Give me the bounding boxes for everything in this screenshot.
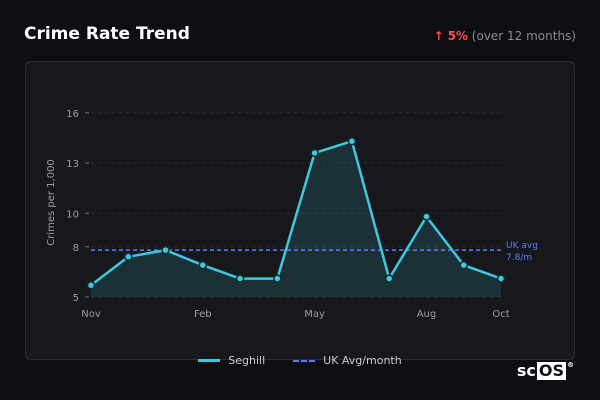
data-point bbox=[310, 148, 319, 158]
data-point bbox=[384, 274, 394, 283]
trend-percent: 5% bbox=[447, 29, 468, 43]
chart-title: Crime Rate Trend bbox=[24, 24, 190, 44]
y-tick-label: 8 bbox=[73, 243, 79, 254]
trend-summary: ↑ 5% (over 12 months) bbox=[434, 29, 576, 43]
uk-average-annotation-value: 7.8/m bbox=[506, 253, 532, 263]
x-tick-label: Oct bbox=[492, 309, 509, 320]
x-tick-label: May bbox=[304, 309, 325, 320]
y-tick-label: 10 bbox=[66, 209, 79, 220]
data-point bbox=[124, 252, 133, 262]
data-point bbox=[273, 274, 282, 283]
legend-item-series[interactable]: Seghill bbox=[198, 354, 265, 367]
legend-swatch-average bbox=[293, 359, 316, 362]
y-tick-label: 5 bbox=[73, 293, 79, 304]
series-line bbox=[90, 139, 502, 287]
data-point bbox=[422, 212, 431, 221]
trend-up-icon: ↑ bbox=[433, 29, 444, 43]
uk-average-annotation: UK avg bbox=[506, 241, 538, 251]
trend-note: (over 12 months) bbox=[471, 29, 576, 43]
chart-card bbox=[25, 61, 575, 360]
chart-legend: Seghill UK Avg/month bbox=[0, 354, 600, 367]
data-point bbox=[235, 274, 245, 283]
legend-item-average[interactable]: UK Avg/month bbox=[293, 354, 402, 367]
y-axis-label: Crimes per 1,000 bbox=[46, 159, 57, 246]
legend-label-series: Seghill bbox=[228, 354, 266, 367]
brand-logo-sc: sc bbox=[516, 361, 536, 380]
y-tick-label: 16 bbox=[66, 109, 79, 120]
legend-label-average: UK Avg/month bbox=[323, 354, 402, 367]
data-point bbox=[347, 136, 357, 146]
y-tick-label: 13 bbox=[66, 159, 79, 170]
x-tick-label: Aug bbox=[417, 309, 437, 320]
x-tick-label: Nov bbox=[81, 309, 101, 320]
legend-swatch-series bbox=[198, 359, 221, 362]
data-point bbox=[198, 260, 208, 270]
data-point bbox=[161, 245, 170, 255]
brand-logo-reg: ® bbox=[567, 361, 574, 369]
data-point bbox=[496, 274, 506, 283]
brand-logo-os: OS bbox=[536, 360, 566, 380]
data-point bbox=[86, 281, 96, 290]
x-tick-label: Feb bbox=[194, 309, 212, 320]
data-point bbox=[459, 260, 468, 270]
brand-logo: sc OS ® bbox=[517, 361, 574, 380]
